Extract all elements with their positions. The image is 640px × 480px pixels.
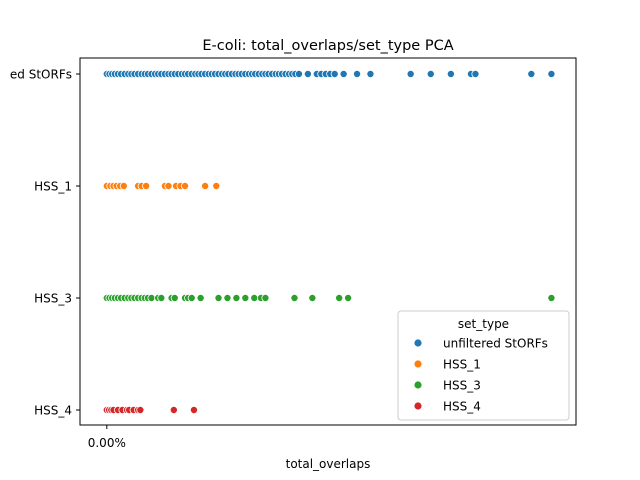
x-axis-label: total_overlaps bbox=[286, 457, 371, 471]
data-point bbox=[147, 293, 156, 302]
data-point bbox=[214, 293, 223, 302]
data-point bbox=[164, 181, 173, 190]
data-point bbox=[344, 293, 353, 302]
legend: set_type unfiltered StORFs HSS_1 HSS_3 HSS_4 bbox=[397, 310, 570, 421]
data-point bbox=[353, 70, 362, 79]
data-point bbox=[471, 70, 480, 79]
points-layer bbox=[102, 70, 556, 414]
y-tick-label: ed StORFs bbox=[10, 68, 72, 82]
data-point bbox=[142, 181, 151, 190]
y-tick-label: HSS_1 bbox=[34, 180, 72, 194]
data-point bbox=[170, 293, 179, 302]
data-point bbox=[527, 70, 536, 79]
y-tick-label: HSS_4 bbox=[34, 404, 72, 418]
legend-marker bbox=[413, 359, 423, 369]
data-point bbox=[335, 293, 344, 302]
data-point bbox=[157, 293, 166, 302]
data-point bbox=[547, 70, 556, 79]
legend-title: set_type bbox=[458, 317, 509, 331]
data-point bbox=[330, 70, 339, 79]
data-point bbox=[136, 405, 145, 414]
chart-title: E-coli: total_overlaps/set_type PCA bbox=[202, 38, 453, 54]
data-point bbox=[290, 293, 299, 302]
legend-marker bbox=[413, 380, 423, 390]
data-point bbox=[212, 181, 221, 190]
data-point bbox=[426, 70, 435, 79]
data-point bbox=[547, 293, 556, 302]
axes-layer: ed StORFs HSS_1 HSS_3 HSS_4 0.00% bbox=[10, 57, 577, 450]
data-point bbox=[181, 181, 190, 190]
data-point bbox=[241, 293, 250, 302]
y-tick-label: HSS_3 bbox=[34, 292, 72, 306]
data-point bbox=[366, 70, 375, 79]
data-point bbox=[294, 70, 303, 79]
plot-frame bbox=[79, 57, 577, 426]
data-point bbox=[201, 181, 210, 190]
x-tick-label: 0.00% bbox=[88, 436, 126, 450]
legend-label: HSS_3 bbox=[443, 379, 481, 393]
data-point bbox=[406, 70, 415, 79]
data-point bbox=[119, 181, 128, 190]
data-point bbox=[303, 70, 312, 79]
legend-label: HSS_4 bbox=[443, 400, 481, 414]
data-point bbox=[232, 293, 241, 302]
data-point bbox=[446, 70, 455, 79]
legend-marker bbox=[413, 338, 423, 348]
data-point bbox=[169, 405, 178, 414]
data-point bbox=[339, 70, 348, 79]
data-point bbox=[261, 293, 270, 302]
data-point bbox=[187, 293, 196, 302]
data-point bbox=[250, 293, 259, 302]
legend-box bbox=[397, 310, 570, 421]
data-point bbox=[308, 293, 317, 302]
legend-marker bbox=[413, 401, 423, 411]
data-point bbox=[223, 293, 232, 302]
legend-label: HSS_1 bbox=[443, 358, 481, 372]
data-point bbox=[196, 293, 205, 302]
data-point bbox=[189, 405, 198, 414]
legend-label: unfiltered StORFs bbox=[443, 337, 548, 351]
